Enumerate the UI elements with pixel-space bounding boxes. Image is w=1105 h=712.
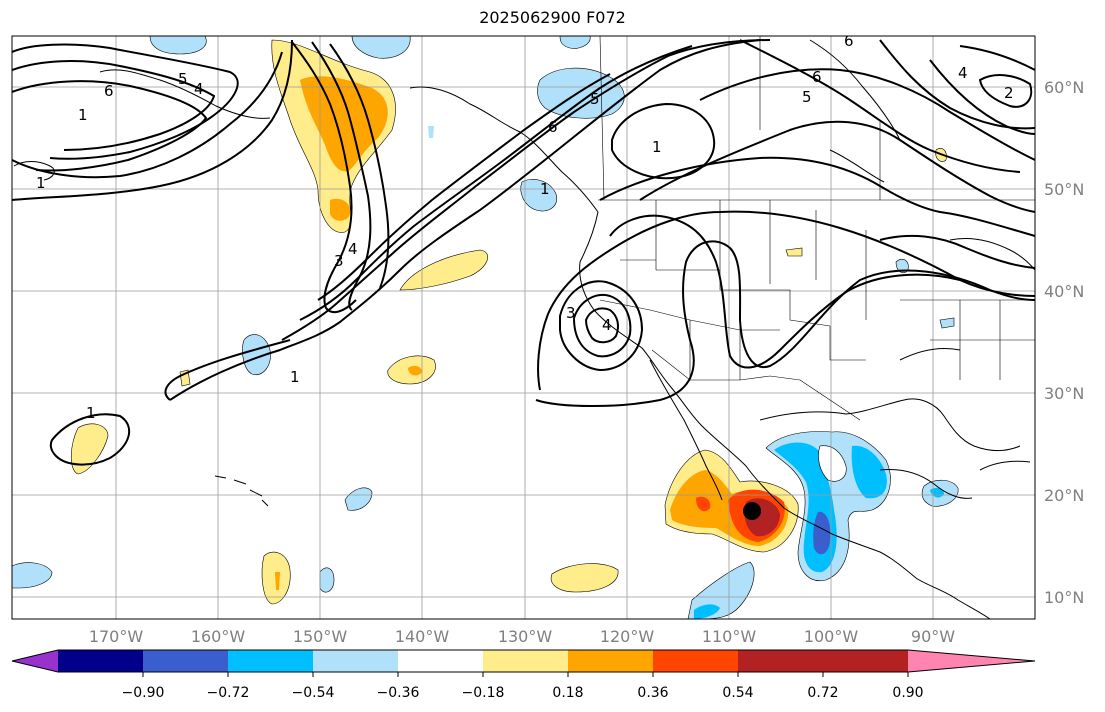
colorbar-ticks <box>142 672 909 677</box>
contour-label: 3 <box>566 304 576 322</box>
lon-label: 130°W <box>498 627 553 646</box>
contour-label: 1 <box>86 404 96 422</box>
map-title: 2025062900 F072 <box>479 8 626 27</box>
colorbar-segment <box>568 650 653 672</box>
contour-label: 4 <box>348 240 358 258</box>
colorbar-segment <box>823 650 908 672</box>
contour-labels: 6 5 4 1 1 3 4 1 1 6 5 1 6 5 3 4 1 2 4 6 <box>36 32 1014 422</box>
map-frame <box>11 35 1036 620</box>
colorbar-tick-label: −0.90 <box>122 685 165 701</box>
latitude-labels: 60°N 50°N 40°N 30°N 20°N 10°N <box>1044 78 1084 607</box>
colorbar-segment <box>58 650 143 672</box>
colorbar-segment <box>398 650 483 672</box>
lon-label: 90°W <box>911 627 955 646</box>
contour-label: 2 <box>1004 84 1014 102</box>
colorbar-segment <box>143 650 228 672</box>
lat-label: 20°N <box>1044 486 1084 505</box>
contour-label: 1 <box>540 180 550 198</box>
graticule <box>12 36 1035 619</box>
colorbar-extend-low <box>12 650 58 672</box>
colorbar-tick-label: 0.72 <box>807 685 838 701</box>
contour-label: 5 <box>590 90 600 108</box>
lon-label: 160°W <box>191 627 246 646</box>
colorbar-tick-label: −0.18 <box>462 685 505 701</box>
colorbar-tick-label: 0.90 <box>892 685 923 701</box>
colorbar-tick-label: −0.54 <box>292 685 335 701</box>
contour-label: 1 <box>36 174 46 192</box>
height-contours <box>12 39 1035 466</box>
lon-label: 140°W <box>395 627 450 646</box>
colorbar-tick-label: −0.36 <box>377 685 420 701</box>
lon-label: 120°W <box>600 627 655 646</box>
colorbar-tick-label: 0.18 <box>552 685 583 701</box>
colorbar-segment <box>228 650 313 672</box>
lat-label: 10°N <box>1044 588 1084 607</box>
contour-label: 4 <box>194 80 204 98</box>
shaded-anomalies <box>12 36 959 619</box>
lat-label: 60°N <box>1044 78 1084 97</box>
lon-label: 110°W <box>702 627 757 646</box>
colorbar-tick-label: −0.72 <box>207 685 250 701</box>
contour-label: 1 <box>78 106 88 124</box>
colorbar-segment <box>738 650 823 672</box>
lon-label: 100°W <box>804 627 859 646</box>
longitude-labels: 170°W 160°W 150°W 140°W 130°W 120°W 110°… <box>89 627 955 646</box>
colorbar-extend-high <box>908 650 1035 672</box>
contour-label: 6 <box>844 32 854 50</box>
lat-label: 40°N <box>1044 282 1084 301</box>
lat-label: 50°N <box>1044 180 1084 199</box>
lat-label: 30°N <box>1044 384 1084 403</box>
contour-label: 1 <box>290 368 300 386</box>
contour-label: 1 <box>652 138 662 156</box>
colorbar-tick-label: 0.54 <box>722 685 753 701</box>
lon-label: 170°W <box>89 627 144 646</box>
contour-label: 6 <box>812 68 822 86</box>
storm-center-marker <box>743 502 761 520</box>
lon-label: 150°W <box>293 627 348 646</box>
contour-label: 4 <box>958 64 968 82</box>
colorbar-segment <box>313 650 398 672</box>
colorbar-tick-label: 0.36 <box>637 685 668 701</box>
contour-label: 3 <box>334 252 344 270</box>
contour-label: 5 <box>178 70 188 88</box>
contour-label: 4 <box>602 316 612 334</box>
contour-label: 6 <box>548 118 558 136</box>
map-plot-area: 6 5 4 1 1 3 4 1 1 6 5 1 6 5 3 4 1 2 4 6 <box>12 32 1035 619</box>
colorbar-segment <box>483 650 568 672</box>
colorbar: −0.90 −0.72 −0.54 −0.36 −0.18 0.18 0.36 … <box>11 649 1036 701</box>
contour-label: 6 <box>104 82 114 100</box>
colorbar-segment <box>653 650 738 672</box>
contour-label: 5 <box>802 88 812 106</box>
